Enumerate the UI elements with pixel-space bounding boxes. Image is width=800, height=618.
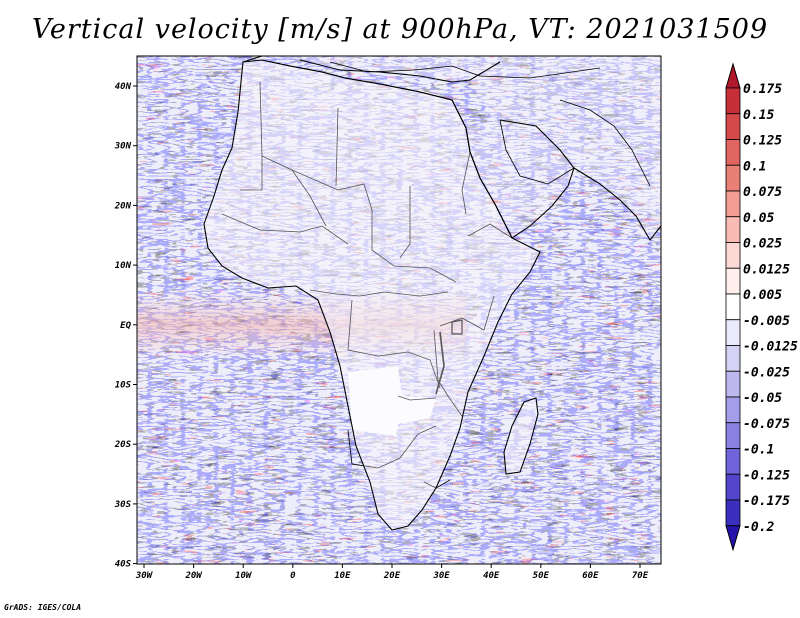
colorbar: 0.175 0.15 0.125 0.1 0.075 0.05 0.025 0.0125 0.0…	[725, 62, 798, 552]
border-line	[499, 119, 575, 185]
colorbar-swatch	[725, 242, 741, 269]
lon-tick-label: 50E	[533, 571, 550, 581]
colorbar-label: 0.125	[743, 134, 782, 149]
india-coast	[573, 167, 661, 241]
chart-title: Vertical velocity [m/s] at 900hPa, VT: 2…	[31, 14, 769, 45]
colorbar-label: -0.025	[743, 365, 790, 380]
lat-tick-label: 30N	[114, 142, 132, 152]
colorbar-swatch	[725, 448, 741, 475]
lon-tick-label: 70E	[632, 571, 649, 581]
colorbar-swatch	[725, 319, 741, 346]
colorbar-swatch	[725, 396, 741, 424]
colorbar-label: -0.05	[743, 391, 782, 406]
colorbar-label: -0.005	[743, 314, 790, 329]
asia-landmass	[470, 62, 661, 240]
colorbar-label: 0.075	[743, 185, 782, 200]
colorbar-label: 0.175	[743, 82, 782, 97]
latitude-axis: 40N 30N 20N 10N EQ 10S 20S 30S 40S	[114, 82, 137, 570]
colorbar-swatch	[725, 139, 741, 166]
velocity-field	[137, 56, 661, 564]
colorbar-swatch	[725, 113, 741, 140]
colorbar-swatch	[725, 190, 741, 218]
colorbar-swatch	[725, 87, 741, 115]
colorbar-label: 0.0125	[743, 262, 790, 277]
lon-tick-label: 0	[290, 571, 296, 581]
colorbar-label: -0.1	[743, 443, 774, 458]
colorbar-swatch	[725, 267, 741, 295]
lat-tick-label: 10N	[115, 261, 132, 271]
lat-tick-label: 20S	[114, 440, 132, 450]
colorbar-swatch	[725, 345, 741, 372]
lon-tick-label: 20E	[383, 571, 401, 581]
lat-tick-label: 10S	[115, 381, 132, 391]
colorbar-label: -0.125	[743, 468, 790, 483]
colorbar-label: -0.075	[743, 417, 790, 432]
colorbar-swatch	[725, 293, 741, 321]
colorbar-label: -0.2	[743, 520, 774, 535]
lat-tick-label: 40N	[115, 82, 132, 92]
colorbar-swatch	[725, 164, 741, 192]
colorbar-swatch	[725, 499, 741, 527]
colorbar-swatch	[725, 370, 741, 398]
colorbar-label: 0.025	[743, 237, 782, 252]
europe-landmass	[137, 56, 661, 82]
colorbar-swatch	[725, 216, 741, 243]
grads-credit: GrADS: IGES/COLA	[4, 603, 82, 612]
lon-tick-label: 30W	[135, 571, 154, 581]
coastlines	[203, 56, 661, 531]
lon-tick-label: 10E	[334, 571, 351, 581]
colorbar-label: 0.15	[743, 108, 774, 123]
colorbar-label: 0.05	[743, 211, 774, 226]
lat-tick-label: 30S	[114, 500, 132, 510]
border-line	[559, 99, 651, 187]
lon-tick-label: 20W	[184, 571, 203, 581]
plot-frame	[136, 55, 662, 565]
colorbar-bottom-arrow	[725, 525, 741, 552]
lon-tick-label: 10W	[235, 571, 253, 581]
colorbar-label: 0.005	[743, 288, 782, 303]
lon-tick-label: 60E	[582, 571, 599, 581]
arabia-coast	[499, 119, 575, 239]
mediterranean-south-coast	[261, 59, 453, 101]
mediterranean-north-coast	[242, 56, 501, 83]
arabia-landmass	[466, 120, 574, 238]
colorbar-top-arrow	[725, 62, 741, 89]
lon-tick-label: 40E	[483, 571, 500, 581]
colorbar-label: -0.175	[743, 494, 790, 509]
colorbar-label: -0.0125	[743, 340, 798, 355]
lat-tick-label: 40S	[115, 560, 132, 570]
longitude-axis: 30W 20W 10W 0 10E 20E 30E 40E 50E 60E 70E	[135, 564, 649, 581]
lon-tick-label: 30E	[432, 571, 450, 581]
colorbar-label: 0.1	[743, 159, 766, 174]
red-sea-coast	[451, 99, 513, 239]
lat-tick-label: EQ	[120, 321, 131, 331]
lat-tick-label: 20N	[114, 201, 132, 211]
colorbar-swatch	[725, 422, 741, 449]
colorbar-swatch	[725, 473, 741, 501]
border-line	[329, 61, 601, 79]
